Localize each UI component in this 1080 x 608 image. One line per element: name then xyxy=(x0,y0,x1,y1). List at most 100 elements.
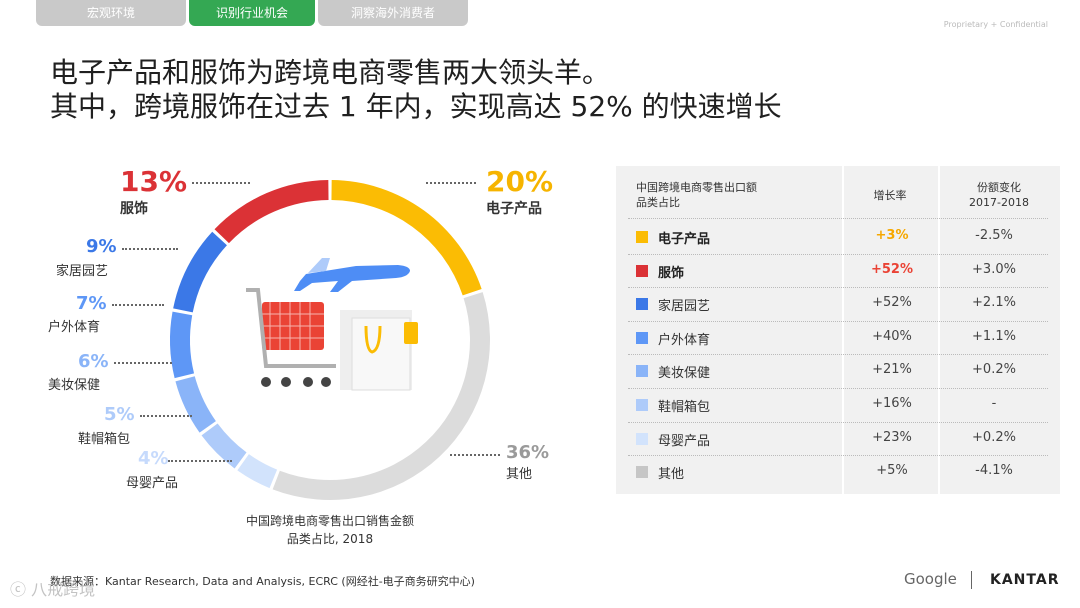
row-divider xyxy=(628,354,1048,356)
category-table: 中国跨境电商零售出口额 品类占比 增长率 份额变化 2017-2018 电子产品… xyxy=(616,166,1060,494)
plane-cart-shopping-bag-icon xyxy=(246,258,418,391)
row-divider xyxy=(628,320,1048,322)
table-row: 其他 +5% -4.1% xyxy=(616,455,1060,489)
tab-overseas-consumer[interactable]: 洞察海外消费者 xyxy=(318,0,468,26)
row-category-name: 其他 xyxy=(658,467,685,483)
cat-apparel: 服饰 xyxy=(120,201,148,217)
label-other: 36% xyxy=(506,444,549,462)
column-divider xyxy=(842,166,844,494)
label-apparel: 13% 服饰 xyxy=(120,168,187,218)
table-row: 美妆保健 +21% +0.2% xyxy=(616,354,1060,388)
leader-home-garden xyxy=(122,248,178,250)
data-source: 数据来源：Kantar Research, Data and Analysis,… xyxy=(50,575,475,588)
header-divider xyxy=(628,218,1048,219)
label-outdoor-sports: 7% xyxy=(76,295,107,313)
row-share-change: -4.1% xyxy=(975,463,1013,479)
table-row: 家居园艺 +52% +2.1% xyxy=(616,287,1060,321)
row-divider xyxy=(628,421,1048,423)
leader-other xyxy=(450,454,500,456)
title-line-2: 其中，跨境服饰在过去 1 年内，实现高达 52% 的快速增长 xyxy=(50,90,782,123)
google-logo: Google xyxy=(904,570,957,588)
pct-other: 36% xyxy=(506,442,550,463)
row-color-swatch xyxy=(636,399,648,411)
row-divider xyxy=(628,388,1048,389)
row-growth-rate: +21% xyxy=(872,362,912,378)
row-divider xyxy=(628,253,1048,255)
pct-beauty-health: 6% xyxy=(78,351,109,372)
row-color-swatch xyxy=(636,432,648,445)
cat-outdoor-sports: 户外体育 xyxy=(48,320,101,335)
label-mother-baby: 4% xyxy=(138,450,169,468)
row-category-name: 家居园艺 xyxy=(658,299,711,315)
page-title: 电子产品和服饰为跨境电商零售两大领头羊。 其中，跨境服饰在过去 1 年内，实现高… xyxy=(50,56,782,124)
row-growth-rate: +40% xyxy=(872,328,912,344)
donut-slice xyxy=(201,423,247,469)
header-share: 份额变化 2017-2018 xyxy=(969,181,1029,209)
cat-home-garden: 家居园艺 xyxy=(56,264,109,279)
row-category-name: 户外体育 xyxy=(658,332,711,348)
table-row: 母婴产品 +23% +0.2% xyxy=(616,422,1060,456)
row-share-change: +3.0% xyxy=(972,261,1016,277)
label-shoes-bags: 5% xyxy=(104,406,135,424)
row-color-swatch xyxy=(636,331,648,344)
label-electronics: 20% 电子产品 xyxy=(486,168,553,218)
leader-outdoor-sports xyxy=(112,304,164,306)
leader-electronics xyxy=(426,182,476,184)
kantar-logo: KANTAR xyxy=(990,572,1060,588)
row-share-change: +1.1% xyxy=(972,328,1016,344)
row-growth-rate: +3% xyxy=(875,228,909,243)
donut-slice xyxy=(173,231,227,313)
row-divider xyxy=(628,455,1048,457)
row-share-change: -2.5% xyxy=(975,228,1013,243)
leader-apparel xyxy=(192,182,250,184)
pct-outdoor-sports: 7% xyxy=(76,293,107,314)
row-category-name: 美妆保健 xyxy=(658,366,711,382)
leader-mother-baby xyxy=(168,460,232,462)
row-category-name: 服饰 xyxy=(658,265,685,281)
cat-other: 其他 xyxy=(506,467,533,482)
header-growth: 增长率 xyxy=(873,189,907,202)
row-color-swatch xyxy=(636,264,648,277)
chart-caption: 中国跨境电商零售出口销售金额 品类占比, 2018 xyxy=(230,512,430,548)
cat-shoes-bags: 鞋帽箱包 xyxy=(78,432,131,447)
tab-industry-opportunity[interactable]: 识别行业机会 xyxy=(189,0,315,26)
column-divider xyxy=(938,166,940,494)
cat-electronics: 电子产品 xyxy=(486,201,542,217)
row-share-change: +0.2% xyxy=(972,429,1016,445)
chart-caption-line1: 中国跨境电商零售出口销售金额 xyxy=(245,514,414,528)
pct-apparel: 13% xyxy=(120,165,188,198)
header-category: 中国跨境电商零售出口额 品类占比 xyxy=(636,181,757,209)
row-share-change: - xyxy=(991,396,997,411)
row-category-name: 电子产品 xyxy=(658,232,711,247)
row-category-name: 鞋帽箱包 xyxy=(658,400,711,415)
row-color-swatch xyxy=(636,298,648,311)
table-row: 服饰 +52% +3.0% xyxy=(616,254,1060,288)
donut-chart-svg xyxy=(170,180,491,500)
donut-slice xyxy=(272,292,491,500)
leader-beauty-health xyxy=(114,362,172,364)
chart-caption-line2: 品类占比, 2018 xyxy=(286,532,374,546)
row-category-name: 母婴产品 xyxy=(658,433,711,449)
row-color-swatch xyxy=(636,365,648,378)
donut-chart: 13% 服饰 20% 电子产品 9% 家居园艺 7% 户外体育 6% 美妆保健 … xyxy=(0,140,600,570)
row-share-change: +0.2% xyxy=(972,362,1016,378)
row-growth-rate: +52% xyxy=(872,295,912,311)
row-divider xyxy=(628,287,1048,289)
donut-slice xyxy=(170,311,195,379)
confidential-note: Proprietary + Confidential xyxy=(943,20,1048,29)
row-growth-rate: +16% xyxy=(872,396,912,411)
row-color-swatch xyxy=(636,231,648,243)
donut-slice xyxy=(214,180,329,244)
label-home-garden: 9% xyxy=(86,238,117,256)
tab-macro[interactable]: 宏观环境 xyxy=(36,0,186,26)
pct-shoes-bags: 5% xyxy=(104,404,135,425)
pct-home-garden: 9% xyxy=(86,236,117,257)
row-growth-rate: +5% xyxy=(876,463,908,479)
watermark: ⓒ 八戒跨境 xyxy=(10,580,96,599)
logo-divider xyxy=(971,571,972,589)
leader-shoes-bags xyxy=(140,415,192,417)
table-row: 鞋帽箱包 +16% - xyxy=(616,388,1060,422)
cat-beauty-health: 美妆保健 xyxy=(48,378,101,393)
title-line-1: 电子产品和服饰为跨境电商零售两大领头羊。 xyxy=(50,56,611,89)
row-growth-rate: +52% xyxy=(870,261,913,277)
